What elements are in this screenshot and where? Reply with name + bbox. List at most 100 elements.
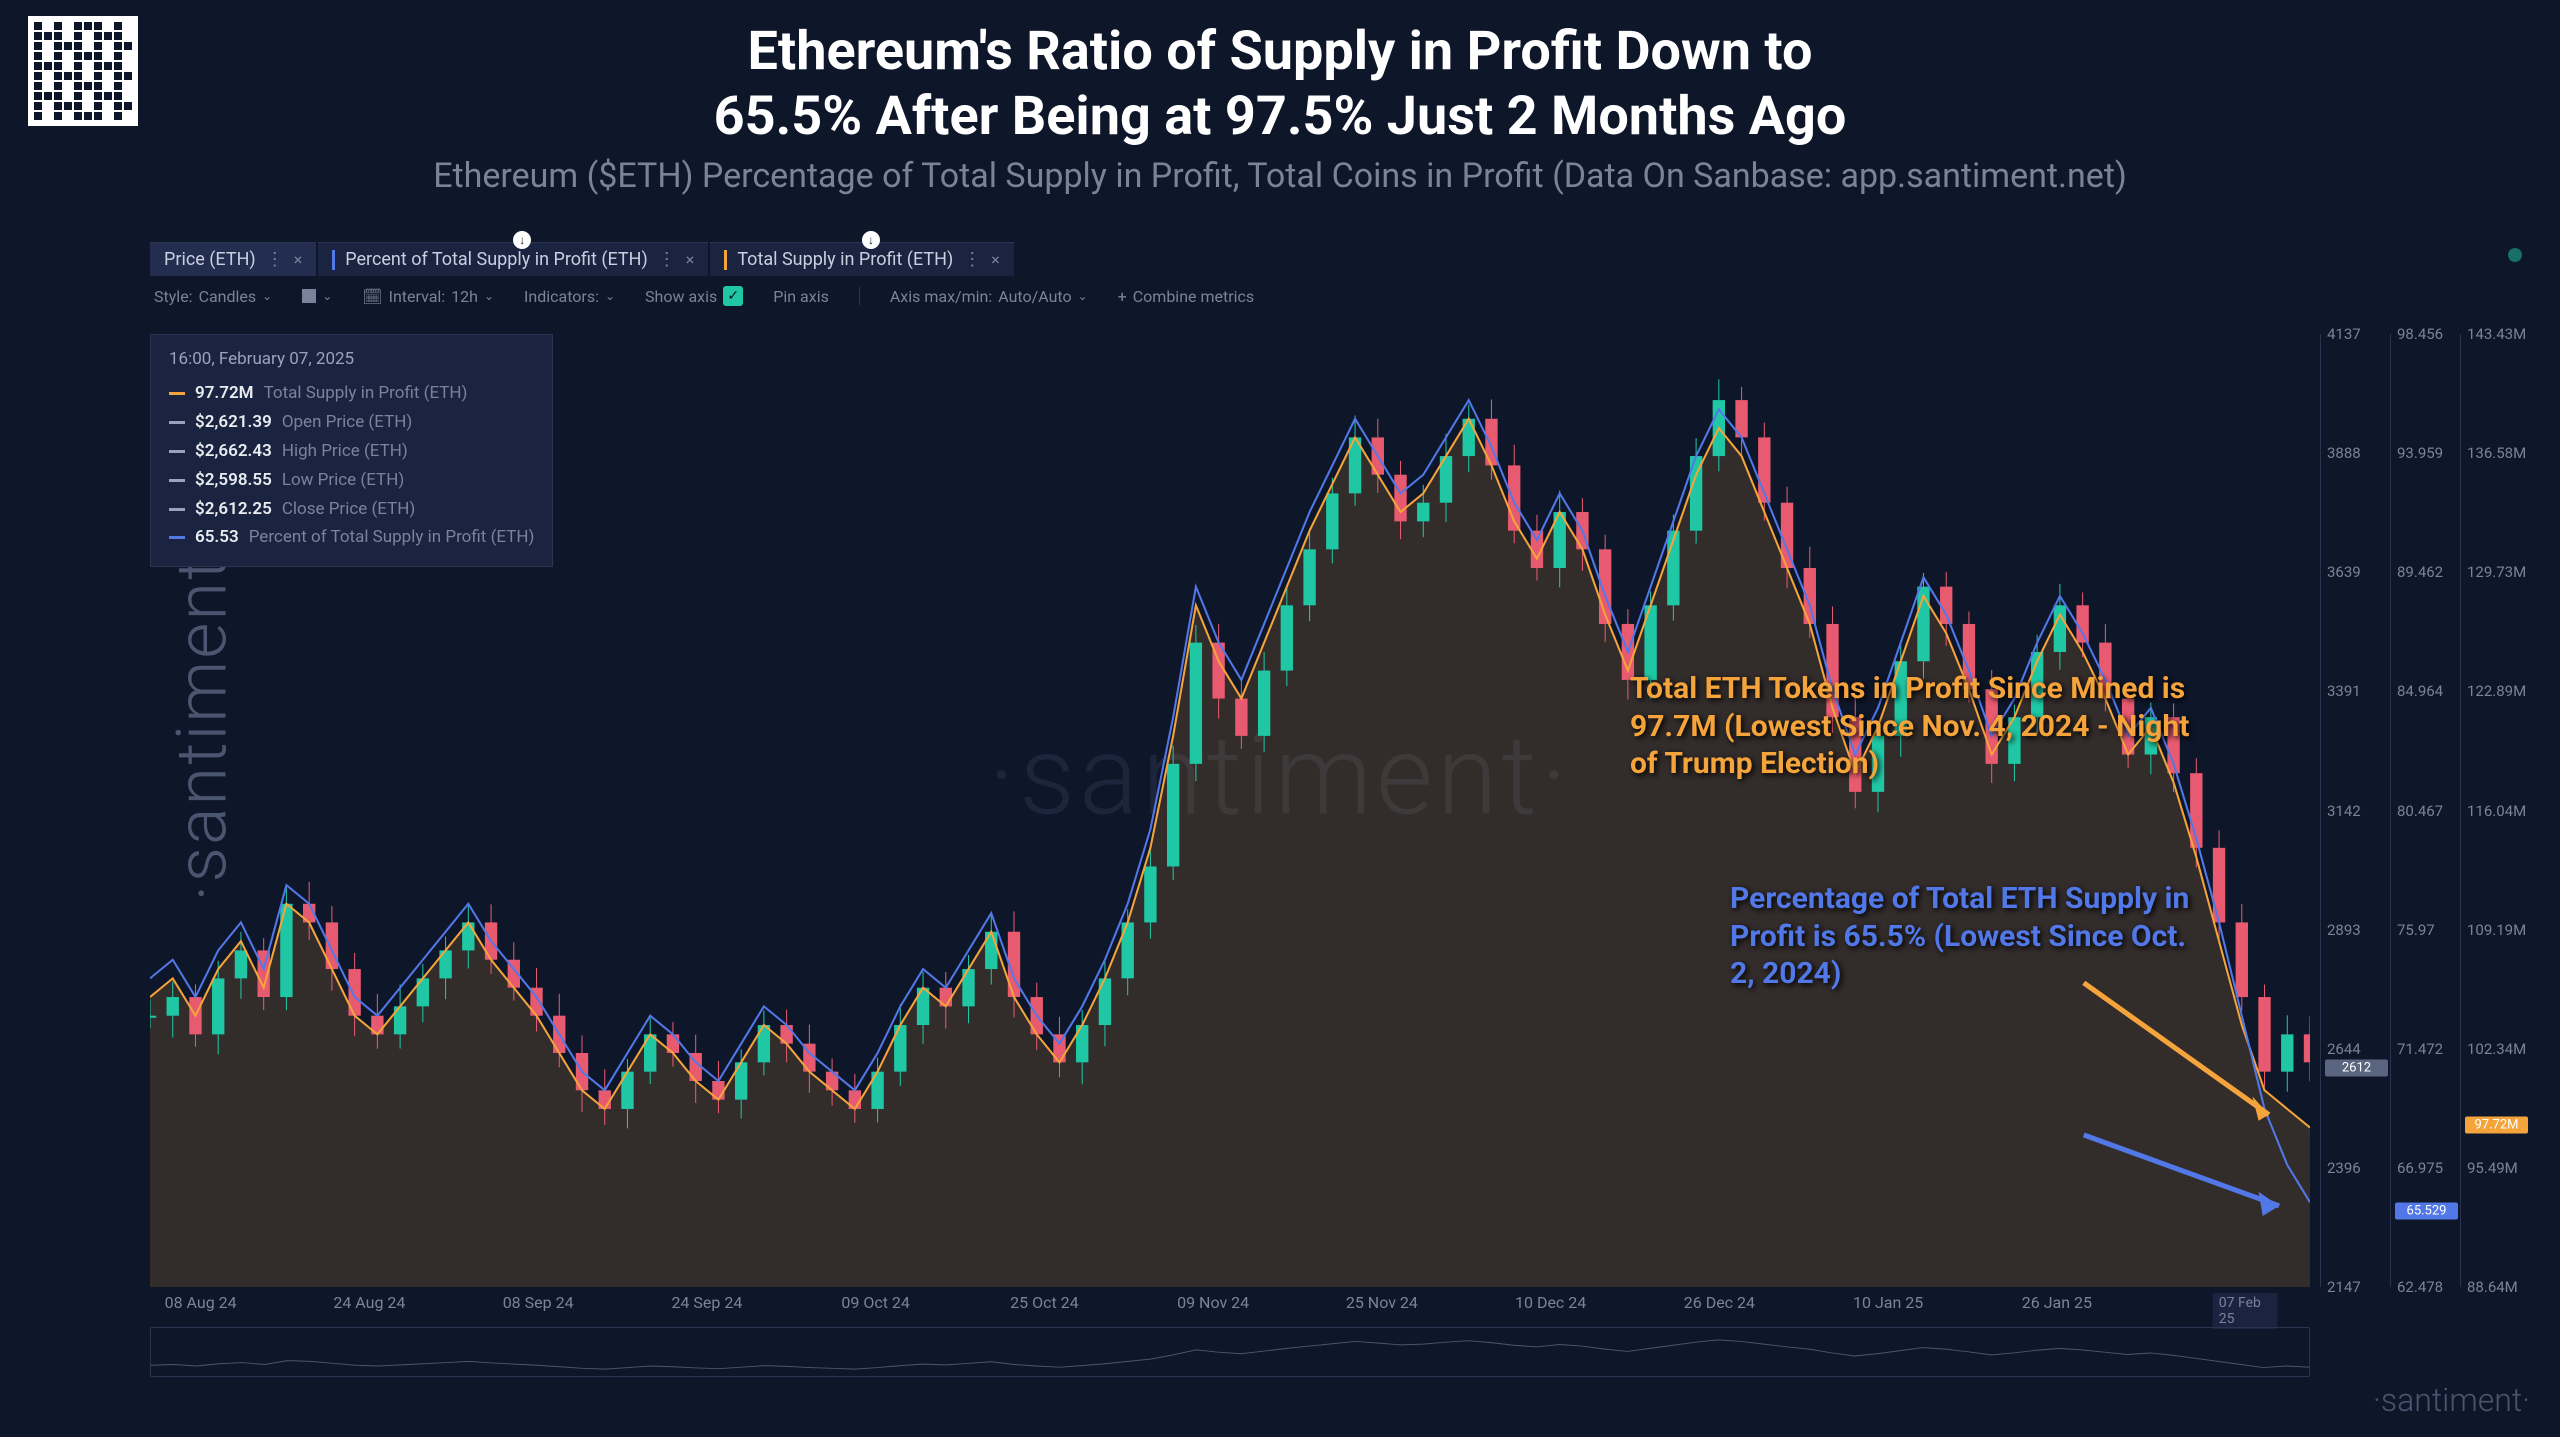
divider	[859, 287, 860, 305]
indicators-selector[interactable]: Indicators: ⌄	[524, 287, 615, 306]
legend-tooltip: 16:00, February 07, 2025 97.72M Total Su…	[150, 334, 553, 567]
show-axis-toggle[interactable]: Show axis ✓	[645, 286, 743, 306]
more-icon[interactable]: ⋮	[266, 249, 284, 270]
y-tick: 3142	[2327, 802, 2361, 820]
download-icon[interactable]: ↓	[513, 231, 531, 249]
legend-row: $2,621.39 Open Price (ETH)	[169, 408, 534, 437]
axis-minmax-selector[interactable]: Axis max/min: Auto/Auto ⌄	[890, 287, 1088, 306]
legend-value: $2,621.39	[195, 408, 272, 437]
legend-swatch	[169, 392, 185, 395]
y-tick: 109.19M	[2467, 921, 2526, 939]
download-icon[interactable]: ↓	[862, 231, 880, 249]
combine-label: Combine metrics	[1133, 287, 1254, 306]
legend-row: 65.53 Percent of Total Supply in Profit …	[169, 523, 534, 552]
plus-icon: +	[1118, 287, 1127, 306]
legend-row: $2,662.43 High Price (ETH)	[169, 437, 534, 466]
y-tick: 62.478	[2397, 1278, 2443, 1296]
y-tick: 136.58M	[2467, 444, 2526, 462]
x-tick: 25 Nov 24	[1346, 1293, 1418, 1312]
x-axis: 08 Aug 2424 Aug 2408 Sep 2424 Sep 2409 O…	[150, 1293, 2310, 1317]
y-marker: 65.529	[2395, 1202, 2458, 1219]
subtitle: Ethereum ($ETH) Percentage of Total Supp…	[0, 156, 2560, 196]
color-picker[interactable]: ⌄	[302, 289, 332, 303]
y-tick: 4137	[2327, 325, 2361, 343]
y-tick: 3888	[2327, 444, 2361, 462]
chevron-down-icon: ⌄	[262, 289, 272, 303]
y-tick: 93.959	[2397, 444, 2443, 462]
legend-swatch	[169, 508, 185, 511]
close-icon[interactable]: ×	[686, 250, 695, 269]
chevron-down-icon: ⌄	[1078, 289, 1088, 303]
minimap[interactable]	[150, 1327, 2310, 1377]
header: Ethereum's Ratio of Supply in Profit Dow…	[0, 0, 2560, 206]
y-tick: 2396	[2327, 1159, 2361, 1177]
calendar-icon: 🗓	[362, 287, 382, 306]
legend-row: $2,612.25 Close Price (ETH)	[169, 495, 534, 524]
x-tick: 08 Aug 24	[165, 1293, 237, 1312]
legend-value: 97.72M	[195, 379, 254, 408]
chevron-down-icon: ⌄	[484, 289, 494, 303]
legend-swatch	[169, 421, 185, 424]
metric-tabs: Price (ETH)⋮×Percent of Total Supply in …	[150, 240, 2530, 276]
checkbox-checked-icon: ✓	[723, 286, 743, 306]
indicators-label: Indicators:	[524, 287, 599, 306]
legend-row: $2,598.55 Low Price (ETH)	[169, 466, 534, 495]
legend-label: High Price (ETH)	[282, 437, 408, 466]
legend-swatch	[169, 450, 185, 453]
x-tick: 24 Aug 24	[333, 1293, 405, 1312]
legend-swatch	[169, 479, 185, 482]
legend-swatch	[169, 536, 185, 539]
y-tick: 66.975	[2397, 1159, 2443, 1177]
y-tick: 98.456	[2397, 325, 2443, 343]
style-value: Candles	[199, 287, 257, 306]
style-selector[interactable]: Style: Candles ⌄	[154, 287, 272, 306]
y-tick: 71.472	[2397, 1040, 2443, 1058]
y-tick: 2147	[2327, 1278, 2361, 1296]
live-indicator-icon	[2508, 248, 2522, 262]
close-icon[interactable]: ×	[294, 250, 303, 269]
legend-timestamp: 16:00, February 07, 2025	[169, 349, 534, 369]
show-axis-label: Show axis	[645, 287, 717, 306]
y-tick: 88.64M	[2467, 1278, 2518, 1296]
legend-label: Low Price (ETH)	[282, 466, 404, 495]
close-icon[interactable]: ×	[991, 250, 1000, 269]
y-tick: 80.467	[2397, 802, 2443, 820]
chart-toolbar: Style: Candles ⌄ ⌄ 🗓 Interval: 12h ⌄ Ind…	[150, 276, 2530, 316]
legend-value: $2,612.25	[195, 495, 272, 524]
interval-selector[interactable]: 🗓 Interval: 12h ⌄	[362, 287, 494, 306]
y-axis-price: 4137388836393391314228932644239621472612	[2320, 334, 2390, 1287]
y-axes: 4137388836393391314228932644239621472612…	[2320, 334, 2530, 1287]
legend-value: $2,598.55	[195, 466, 272, 495]
metric-tab[interactable]: Price (ETH) ⋮ ×	[150, 242, 316, 276]
y-marker: 2612	[2325, 1059, 2388, 1076]
interval-value: 12h	[451, 287, 478, 306]
y-tick: 129.73M	[2467, 563, 2526, 581]
more-icon[interactable]: ⋮	[963, 249, 981, 270]
combine-metrics-button[interactable]: + Combine metrics	[1118, 287, 1255, 306]
legend-label: Total Supply in Profit (ETH)	[264, 379, 468, 408]
chart-container: Price (ETH)⋮×Percent of Total Supply in …	[150, 240, 2530, 1377]
y-tick: 3391	[2327, 682, 2361, 700]
x-tick: 09 Nov 24	[1177, 1293, 1249, 1312]
tab-label: Percent of Total Supply in Profit (ETH)	[345, 249, 648, 270]
legend-row: 97.72M Total Supply in Profit (ETH)	[169, 379, 534, 408]
tab-color-bar	[332, 250, 335, 270]
pin-axis-button[interactable]: Pin axis	[773, 287, 829, 306]
metric-tab[interactable]: Total Supply in Profit (ETH)⋮×↓	[710, 242, 1013, 276]
color-swatch-icon	[302, 289, 316, 303]
interval-label: Interval:	[389, 287, 446, 306]
x-tick: 25 Oct 24	[1010, 1293, 1079, 1312]
tab-label: Price (ETH)	[164, 249, 256, 270]
tab-color-bar	[724, 250, 727, 270]
metric-tab[interactable]: Percent of Total Supply in Profit (ETH) ⋮…	[318, 242, 708, 276]
legend-value: 65.53	[195, 523, 239, 552]
chevron-down-icon: ⌄	[605, 289, 615, 303]
y-axis-supply: 143.43M136.58M129.73M122.89M116.04M109.1…	[2460, 334, 2530, 1287]
y-tick: 122.89M	[2467, 682, 2526, 700]
more-icon[interactable]: ⋮	[658, 249, 676, 270]
y-tick: 102.34M	[2467, 1040, 2526, 1058]
y-tick: 143.43M	[2467, 325, 2526, 343]
y-tick: 95.49M	[2467, 1159, 2518, 1177]
y-tick: 89.462	[2397, 563, 2443, 581]
x-tick: 26 Jan 25	[2022, 1293, 2092, 1312]
